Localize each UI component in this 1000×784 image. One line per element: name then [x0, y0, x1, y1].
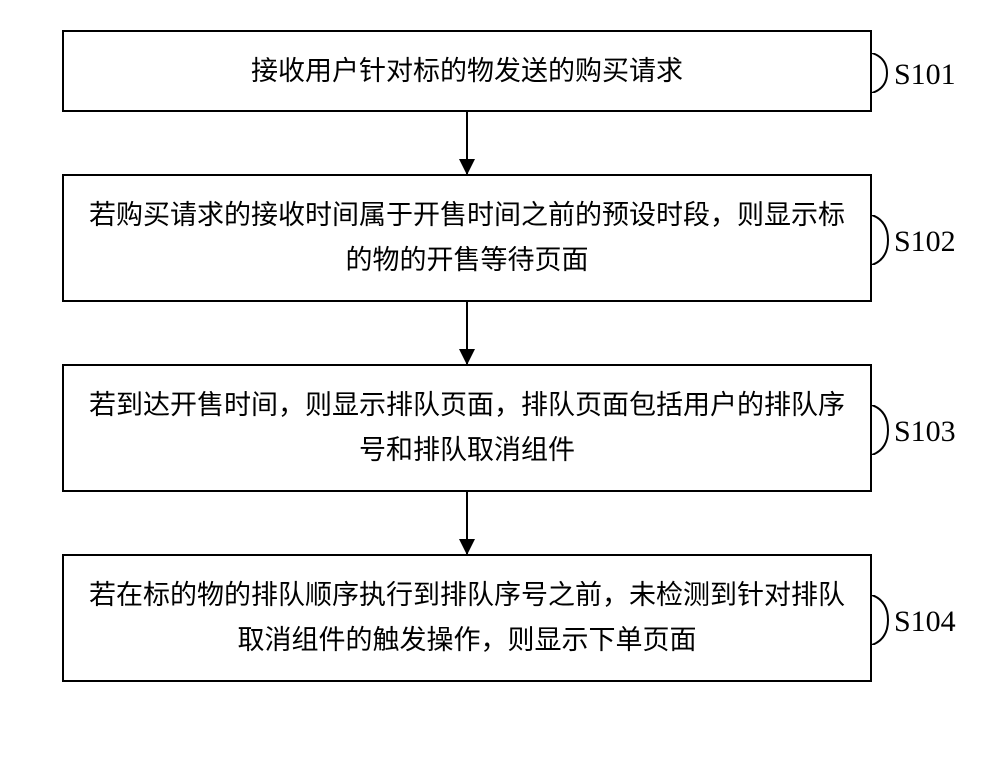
arrow-head-2 [459, 349, 475, 365]
step-text-1: 接收用户针对标的物发送的购买请求 [251, 49, 683, 94]
step-box-3: 若到达开售时间，则显示排队页面，排队页面包括用户的排队序号和排队取消组件 S10… [62, 364, 872, 492]
step-label-1: S101 [894, 58, 956, 92]
brace-curve-2 [872, 215, 896, 265]
step-label-2: S102 [894, 225, 956, 259]
brace-curve-1 [872, 53, 896, 93]
step-text-3: 若到达开售时间，则显示排队页面，排队页面包括用户的排队序号和排队取消组件 [84, 383, 850, 472]
step-label-4: S104 [894, 605, 956, 639]
step-text-2: 若购买请求的接收时间属于开售时间之前的预设时段，则显示标的物的开售等待页面 [84, 193, 850, 282]
arrow-3 [466, 492, 468, 554]
brace-curve-3 [872, 405, 896, 455]
brace-curve-4 [872, 595, 896, 645]
flowchart-container: 接收用户针对标的物发送的购买请求 S101 若购买请求的接收时间属于开售时间之前… [62, 30, 938, 682]
step-box-2: 若购买请求的接收时间属于开售时间之前的预设时段，则显示标的物的开售等待页面 S1… [62, 174, 872, 302]
step-box-1: 接收用户针对标的物发送的购买请求 S101 [62, 30, 872, 112]
arrow-head-3 [459, 539, 475, 555]
arrow-head-1 [459, 159, 475, 175]
step-label-3: S103 [894, 415, 956, 449]
step-box-4: 若在标的物的排队顺序执行到排队序号之前，未检测到针对排队取消组件的触发操作，则显… [62, 554, 872, 682]
step-text-4: 若在标的物的排队顺序执行到排队序号之前，未检测到针对排队取消组件的触发操作，则显… [84, 573, 850, 662]
arrow-2 [466, 302, 468, 364]
arrow-1 [466, 112, 468, 174]
